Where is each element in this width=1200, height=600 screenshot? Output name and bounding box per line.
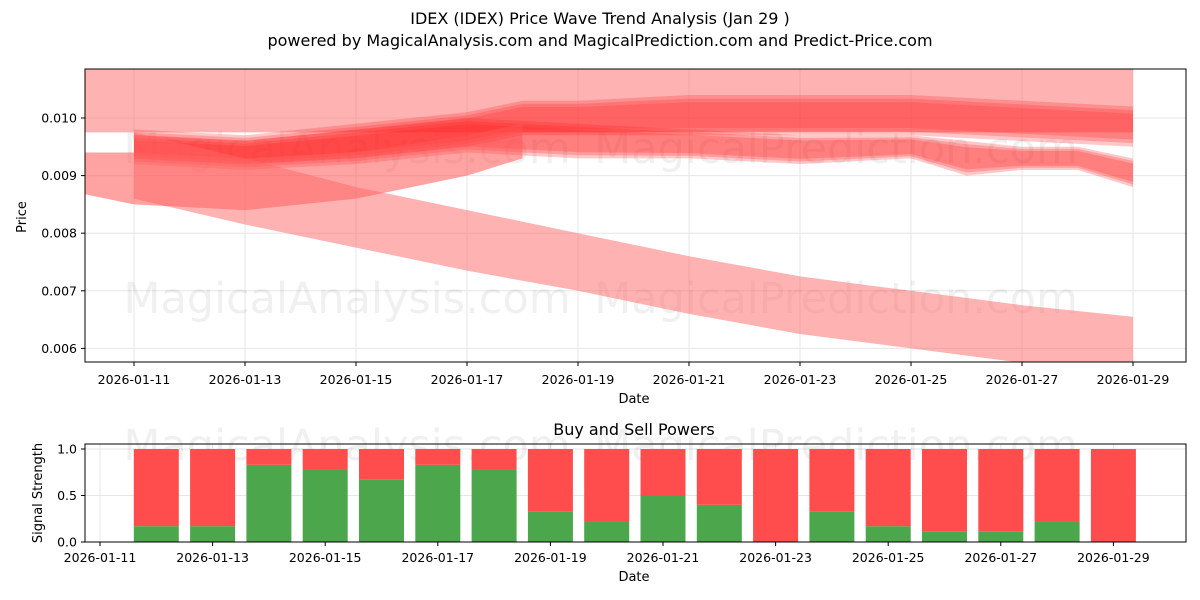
- buy-bar: [922, 531, 967, 542]
- y-tick-label: 0.008: [41, 226, 77, 241]
- x-tick-label: 2026-01-25: [875, 372, 948, 387]
- x-tick-label: 2026-01-11: [64, 550, 137, 565]
- wave-band: [134, 132, 1133, 362]
- buy-bar: [640, 495, 686, 542]
- sell-bar: [978, 449, 1024, 532]
- sell-bar: [471, 449, 517, 470]
- x-tick-label: 2026-01-11: [98, 372, 171, 387]
- x-tick-label: 2026-01-19: [542, 372, 615, 387]
- x-tick-label: 2026-01-17: [401, 550, 474, 565]
- x-tick-label: 2026-01-23: [739, 550, 812, 565]
- sell-bar: [809, 449, 855, 512]
- price-y-axis: 0.006 0.007 0.008 0.009 0.010: [41, 111, 85, 356]
- sell-bar: [1090, 449, 1136, 542]
- x-tick-label: 2026-01-15: [289, 550, 362, 565]
- sell-bar: [696, 449, 742, 505]
- buy-bar: [865, 526, 911, 542]
- wave-band: [134, 118, 1133, 188]
- x-tick-label: 2026-01-27: [986, 372, 1059, 387]
- sell-bar: [246, 449, 292, 465]
- y-tick-label: 0.5: [57, 488, 77, 503]
- sell-bar: [922, 449, 967, 532]
- signal-bars: [133, 449, 1136, 542]
- x-tick-label: 2026-01-27: [964, 550, 1037, 565]
- x-tick-label: 2026-01-23: [764, 372, 837, 387]
- buy-bar: [302, 469, 348, 542]
- buy-bar: [246, 464, 292, 542]
- wave-band: [134, 94, 1133, 165]
- watermark-text: MagicalAnalysis.com: [123, 274, 570, 324]
- price-x-axis: 2026-01-11 2026-01-13 2026-01-15 2026-01-17…: [98, 362, 1170, 387]
- sell-bar: [640, 449, 686, 496]
- price-y-axis-label: Price: [15, 201, 30, 233]
- sell-bar: [359, 449, 404, 480]
- x-tick-label: 2026-01-21: [627, 550, 700, 565]
- buy-bar: [1034, 521, 1080, 542]
- y-tick-label: 0.009: [41, 168, 77, 183]
- wave-band: [134, 121, 1133, 185]
- buy-bar: [978, 531, 1024, 542]
- buy-bar: [415, 464, 461, 542]
- wave-bands: [85, 69, 1133, 362]
- y-tick-label: 1.0: [57, 442, 77, 457]
- signal-plot-frame: [84, 443, 1187, 543]
- sell-bar: [302, 449, 348, 470]
- signal-x-axis: 2026-01-11 2026-01-13 2026-01-15 2026-01-17…: [64, 542, 1150, 565]
- sell-bar: [133, 449, 179, 527]
- buy-bar: [584, 521, 630, 542]
- sell-bar: [865, 449, 911, 527]
- buy-bar: [696, 504, 742, 542]
- x-tick-label: 2026-01-21: [653, 372, 726, 387]
- x-tick-label: 2026-01-17: [431, 372, 504, 387]
- x-tick-label: 2026-01-19: [514, 550, 587, 565]
- sell-bar: [527, 449, 573, 512]
- price-chart: MagicalAnalysis.com MagicalPrediction.com…: [15, 68, 1187, 407]
- y-tick-label: 0.006: [41, 341, 77, 356]
- x-tick-label: 2026-01-13: [209, 372, 282, 387]
- signal-chart: Buy and Sell Powers MagicalAnalysis.com M…: [31, 420, 1187, 585]
- wave-band: [85, 69, 1133, 133]
- buy-bar: [471, 469, 517, 542]
- buy-bar: [527, 511, 573, 542]
- price-x-axis-label: Date: [618, 392, 649, 407]
- x-tick-label: 2026-01-25: [852, 550, 925, 565]
- sell-bar: [753, 449, 799, 542]
- chart-title: IDEX (IDEX) Price Wave Trend Analysis (J…: [410, 9, 790, 28]
- sell-bar: [415, 449, 461, 465]
- y-tick-label: 0.010: [41, 111, 77, 126]
- price-plot-frame: [84, 68, 1187, 363]
- x-tick-label: 2026-01-29: [1077, 550, 1150, 565]
- y-tick-label: 0.007: [41, 283, 77, 298]
- buy-bar: [359, 479, 404, 542]
- signal-y-axis-label: Signal Strength: [31, 443, 46, 543]
- sell-bar: [584, 449, 630, 522]
- signal-chart-title: Buy and Sell Powers: [553, 420, 715, 439]
- chart-subtitle: powered by MagicalAnalysis.com and Magic…: [267, 31, 933, 50]
- buy-bar: [809, 511, 855, 542]
- signal-y-axis: 0.0 0.5 1.0: [57, 442, 85, 550]
- signal-x-axis-label: Date: [618, 570, 649, 585]
- sell-bar: [1034, 449, 1080, 522]
- x-tick-label: 2026-01-29: [1097, 372, 1170, 387]
- y-tick-label: 0.0: [57, 535, 77, 550]
- x-tick-label: 2026-01-15: [320, 372, 393, 387]
- wave-band: [134, 124, 1133, 182]
- buy-bar: [190, 526, 236, 542]
- wave-band: [134, 98, 1133, 162]
- sell-bar: [190, 449, 236, 527]
- x-tick-label: 2026-01-13: [176, 550, 249, 565]
- buy-bar: [133, 526, 179, 542]
- wave-band: [134, 102, 1133, 159]
